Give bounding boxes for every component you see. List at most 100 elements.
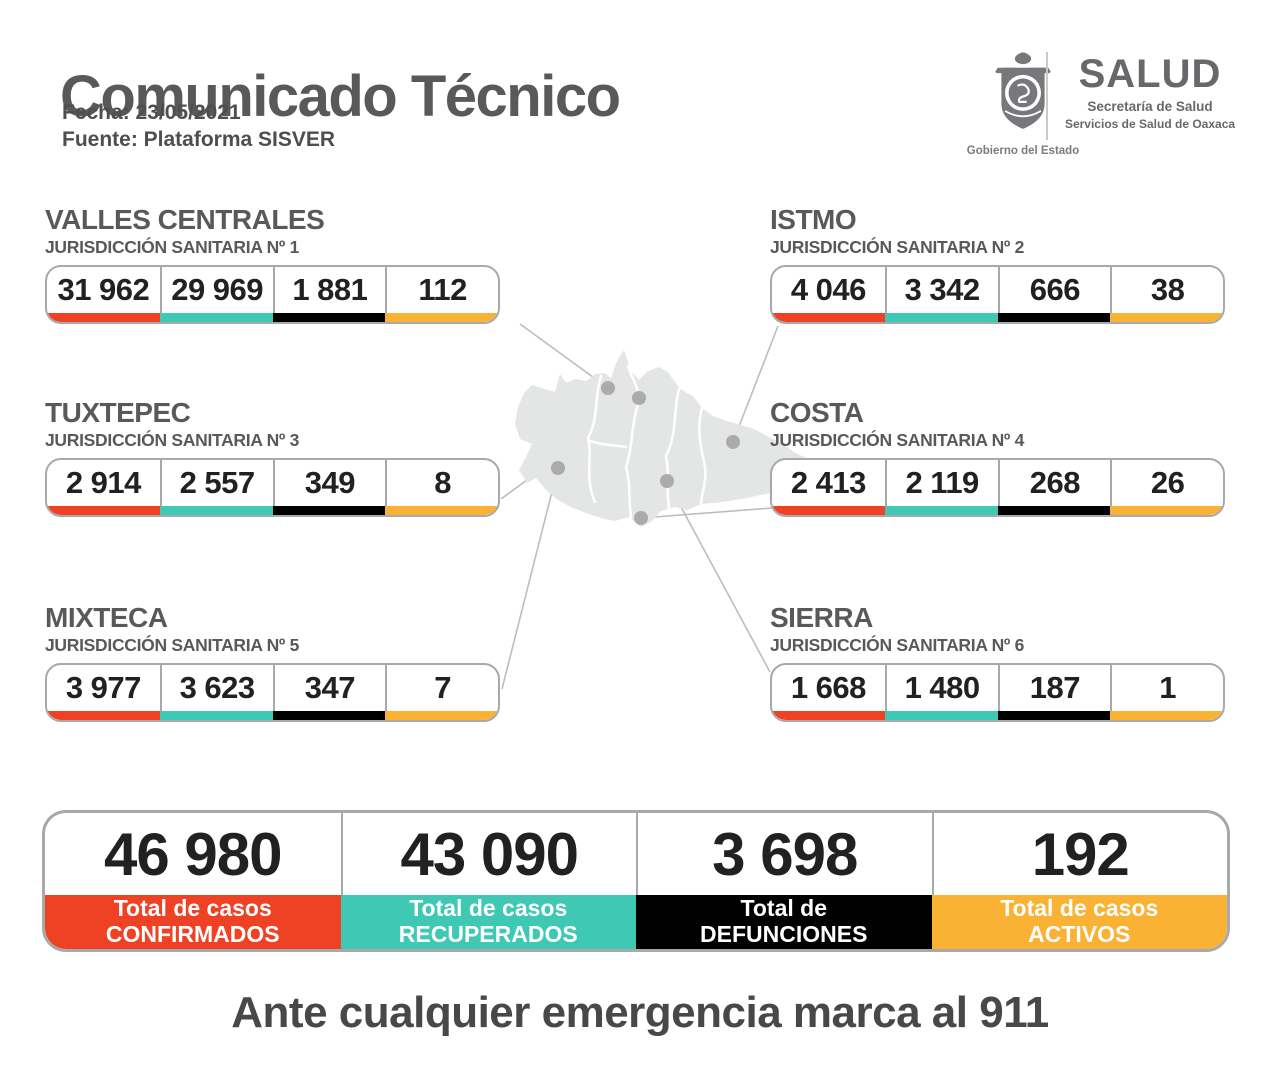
confirmed-value: 4 046 — [790, 272, 867, 308]
region-stats-card: 2 914 2 557 349 8 — [45, 458, 500, 518]
region-dots — [551, 381, 740, 525]
region-title: TUXTEPEC — [45, 397, 191, 428]
summary-recovered-value: 43 090 — [340, 813, 637, 895]
region-subtitle: JURISDICCIÓN SANITARIA Nº 5 — [45, 635, 300, 656]
summary-recovered: 43 090 Total de casos RECUPERADOS — [340, 813, 637, 949]
label-line2: DEFUNCIONES — [700, 921, 868, 947]
active-color-bar — [1110, 506, 1223, 516]
stat-deaths: 666 — [997, 267, 1111, 323]
connector-line-mixteca — [501, 467, 559, 690]
active-value: 26 — [1110, 460, 1223, 507]
label-line2: ACTIVOS — [1028, 921, 1131, 947]
region-title: ISTMO — [770, 204, 857, 235]
recovered-value: 3 342 — [884, 267, 998, 314]
region-title: VALLES CENTRALES — [45, 204, 325, 235]
recovered-value: 1 480 — [884, 665, 998, 712]
region-subtitle: JURISDICCIÓN SANITARIA Nº 4 — [770, 430, 1025, 451]
deaths-value: 347 — [272, 665, 386, 712]
deaths-color-bar — [272, 506, 386, 516]
summary-active-label: Total de casos ACTIVOS — [931, 895, 1227, 949]
region-dot-valles-centrales — [601, 381, 615, 395]
active-color-bar — [1110, 711, 1223, 721]
totals-summary-card: 46 980 Total de casos CONFIRMADOS 43 090… — [42, 810, 1230, 952]
deaths-color-bar — [997, 506, 1111, 516]
summary-deaths: 3 698 Total de DEFUNCIONES — [636, 813, 932, 949]
stat-confirmed: 2 914 — [47, 460, 160, 516]
salud-wordmark: SALUD — [1078, 52, 1222, 96]
recovered-color-bar — [884, 711, 998, 721]
stat-deaths: 349 — [272, 460, 386, 516]
stat-recovered: 2 557 — [159, 460, 273, 516]
active-color-bar — [385, 313, 498, 323]
stat-recovered: 3 342 — [884, 267, 998, 323]
salud-logo: Gobierno del Estado SALUD Secretaría de … — [938, 44, 1238, 164]
confirmed-color-bar — [47, 506, 160, 516]
stat-confirmed: 4 046 — [772, 267, 885, 323]
deaths-value: 349 — [272, 460, 386, 507]
deaths-value: 187 — [997, 665, 1111, 712]
salud-text: SALUD Secretaría de Salud Servicios de S… — [1060, 54, 1240, 131]
emergency-message: Ante cualquier emergencia marca al 911 — [231, 988, 1049, 1037]
connector-line-sierra — [666, 480, 771, 673]
region-subtitle: JURISDICCIÓN SANITARIA Nº 6 — [770, 635, 1025, 656]
stat-deaths: 1 881 — [272, 267, 386, 323]
confirmed-color-bar — [47, 313, 160, 323]
active-value: 112 — [385, 267, 498, 314]
stat-active: 7 — [385, 665, 498, 721]
page-meta: Fecha: 23/05/2021 Fuente: Plataforma SIS… — [62, 100, 335, 154]
region-stats-card: 2 413 2 119 268 26 — [770, 458, 1225, 518]
page-title: Comunicado Técnico — [60, 63, 621, 129]
active-value: 8 — [385, 460, 498, 507]
stat-deaths: 347 — [272, 665, 386, 721]
region-block-istmo: ISTMO JURISDICCIÓN SANITARIA Nº 2 4 046 … — [770, 204, 1225, 325]
deaths-color-bar — [997, 711, 1111, 721]
confirmed-value: 2 413 — [790, 465, 867, 501]
active-value: 1 — [1110, 665, 1223, 712]
region-stats-card: 1 668 1 480 187 1 — [770, 663, 1225, 723]
stat-deaths: 268 — [997, 460, 1111, 516]
label-line1: Total de — [740, 895, 827, 922]
stat-active: 8 — [385, 460, 498, 516]
confirmed-color-bar — [772, 711, 885, 721]
region-title: MIXTECA — [45, 602, 168, 633]
stat-active: 112 — [385, 267, 498, 323]
active-value: 38 — [1110, 267, 1223, 314]
salud-secretariat-label: Secretaría de Salud — [1087, 99, 1213, 114]
active-color-bar — [385, 506, 498, 516]
connector-line-costa — [640, 507, 773, 519]
source-label: Fuente: Plataforma SISVER — [62, 127, 336, 151]
label-line2: CONFIRMADOS — [105, 921, 280, 947]
recovered-value: 29 969 — [159, 267, 273, 314]
region-dot-sierra — [660, 474, 674, 488]
recovered-color-bar — [159, 506, 273, 516]
date-label: Fecha: 23/05/2021 — [62, 101, 241, 124]
state-coat-of-arms-icon — [995, 52, 1051, 129]
stat-recovered: 1 480 — [884, 665, 998, 721]
region-block-mixteca: MIXTECA JURISDICCIÓN SANITARIA Nº 5 3 97… — [45, 602, 500, 723]
deaths-color-bar — [272, 313, 386, 323]
logo-divider — [1046, 52, 1048, 140]
stat-active: 26 — [1110, 460, 1223, 516]
region-dot-istmo — [726, 435, 740, 449]
active-value: 7 — [385, 665, 498, 712]
confirmed-value: 31 962 — [57, 272, 150, 308]
recovered-color-bar — [884, 313, 998, 323]
confirmed-value: 3 977 — [65, 670, 142, 706]
label-line2: RECUPERADOS — [398, 921, 578, 947]
recovered-value: 2 557 — [159, 460, 273, 507]
region-block-costa: COSTA JURISDICCIÓN SANITARIA Nº 4 2 413 … — [770, 398, 1225, 518]
region-stats-card: 31 962 29 969 1 881 112 — [45, 265, 500, 325]
label-line1: Total de casos — [113, 895, 272, 922]
active-color-bar — [385, 711, 498, 721]
summary-deaths-value: 3 698 — [636, 813, 932, 895]
gobierno-label: Gobierno del Estado — [966, 145, 1080, 157]
crest-wrap: Gobierno del Estado — [958, 46, 1088, 157]
summary-confirmed: 46 980 Total de casos CONFIRMADOS — [45, 813, 341, 949]
region-dot-tuxtepec — [632, 391, 646, 405]
stat-recovered: 3 623 — [159, 665, 273, 721]
recovered-color-bar — [884, 506, 998, 516]
summary-confirmed-label: Total de casos CONFIRMADOS — [45, 895, 341, 949]
stat-recovered: 2 119 — [884, 460, 998, 516]
summary-active-value: 192 — [931, 813, 1228, 895]
